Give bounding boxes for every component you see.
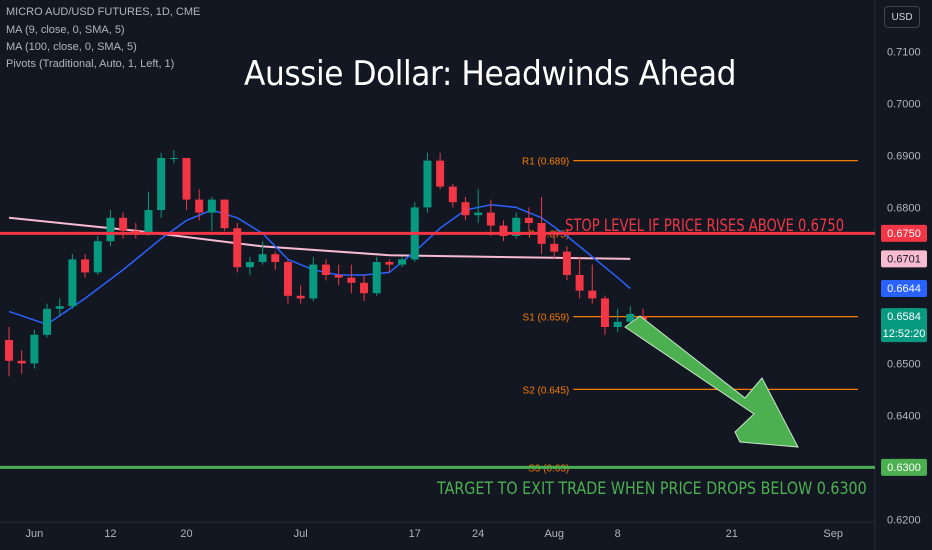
currency-button[interactable]: USD (884, 6, 920, 28)
candle-body (220, 199, 229, 229)
candle-body (17, 360, 26, 364)
headline-annotation: Aussie Dollar: Headwinds Ahead (244, 54, 736, 94)
candle-body (486, 212, 495, 226)
candle-body (575, 275, 584, 291)
candle-body (106, 217, 115, 242)
candle-body (448, 186, 457, 203)
candle-body (562, 251, 571, 275)
candle-body (144, 210, 153, 234)
candle-body (499, 225, 508, 236)
candle-body (93, 241, 102, 273)
candle-body (398, 259, 407, 265)
time-tick-label: 21 (726, 528, 738, 540)
candle-body (385, 262, 394, 265)
pivot-label: R1 (0.689) (522, 157, 569, 168)
pivot-label: S2 (0.645) (523, 385, 570, 396)
candle-body (436, 160, 445, 187)
candle-body (334, 275, 343, 278)
pivot-label: S1 (0.659) (523, 313, 570, 324)
price-tick-label: 0.6200 (887, 514, 921, 526)
symbol-title: MICRO AUD/USD FUTURES, 1D, CME (6, 6, 201, 18)
candle-body (271, 254, 280, 262)
candle-body (347, 277, 356, 283)
candle-body (626, 314, 635, 322)
price-tick-label: 0.6900 (887, 150, 921, 162)
time-tick-label: 24 (472, 528, 484, 540)
candle-body (182, 158, 191, 200)
candle-body (119, 217, 128, 231)
candle-body (474, 212, 483, 216)
time-tick-label: Jul (294, 528, 308, 540)
price-tick-label: 0.7100 (887, 46, 921, 58)
price-badge (881, 458, 927, 476)
price-tick-label: 0.7000 (887, 98, 921, 110)
candle-body (524, 217, 533, 223)
target-level-annotation: TARGET TO EXIT TRADE WHEN PRICE DROPS BE… (437, 479, 867, 499)
candle-body (372, 262, 381, 294)
candle-body (68, 259, 77, 307)
target-arrow-icon (624, 315, 799, 448)
candle-body (55, 306, 64, 309)
price-tick-label: 0.6400 (887, 410, 921, 422)
candle-body (157, 158, 166, 210)
candle-body (30, 334, 39, 364)
time-tick-label: Aug (544, 528, 564, 540)
candle-body (613, 321, 622, 327)
price-badge-value: 0.6750 (887, 228, 921, 240)
candle-body (245, 262, 254, 268)
price-badge (881, 308, 927, 343)
time-tick-label: 20 (180, 528, 192, 540)
time-tick-label: 17 (409, 528, 421, 540)
candle-body (550, 243, 559, 252)
candle-body (207, 199, 216, 213)
time-tick-label: Jun (25, 528, 43, 540)
indicator-pivots-label[interactable]: Pivots (Traditional, Auto, 1, Left, 1) (6, 58, 175, 70)
candle-body (43, 308, 52, 335)
price-badge (881, 280, 927, 298)
candle-body (5, 340, 13, 361)
indicator-ma100-label[interactable]: MA (100, close, 0, SMA, 5) (6, 41, 137, 53)
price-badge-value: 0.6701 (887, 253, 921, 265)
price-tick-label: 0.6500 (887, 358, 921, 370)
price-badge-value: 0.6584 (887, 311, 921, 323)
candle-body (360, 282, 369, 294)
candle-body (423, 160, 432, 208)
time-tick-label: Sep (823, 528, 843, 540)
candle-body (283, 262, 292, 296)
candle-body (588, 290, 597, 299)
candle-body (309, 264, 318, 299)
time-tick-label: 12 (104, 528, 116, 540)
candle-body (258, 254, 267, 262)
candle-body (512, 217, 521, 236)
candle-body (233, 228, 242, 268)
time-tick-label: 8 (615, 528, 621, 540)
candle-body (195, 199, 204, 213)
ma100-line (8, 216, 631, 260)
candle-body (600, 298, 609, 327)
candle-body (296, 295, 305, 299)
countdown-timer: 12:52:20 (883, 328, 926, 340)
candle-body (322, 264, 330, 275)
price-tick-label: 0.6800 (887, 202, 921, 214)
price-badge-value: 0.6300 (887, 462, 921, 474)
price-badge (881, 224, 927, 242)
price-badge-value: 0.6644 (887, 283, 921, 295)
candle-body (81, 259, 90, 273)
stop-level-annotation: STOP LEVEL IF PRICE RISES ABOVE 0.6750 (565, 216, 845, 236)
candle-body (461, 202, 470, 216)
indicator-ma9-label[interactable]: MA (9, close, 0, SMA, 5) (6, 24, 125, 36)
price-badge (881, 250, 927, 268)
candle-body (169, 158, 178, 159)
